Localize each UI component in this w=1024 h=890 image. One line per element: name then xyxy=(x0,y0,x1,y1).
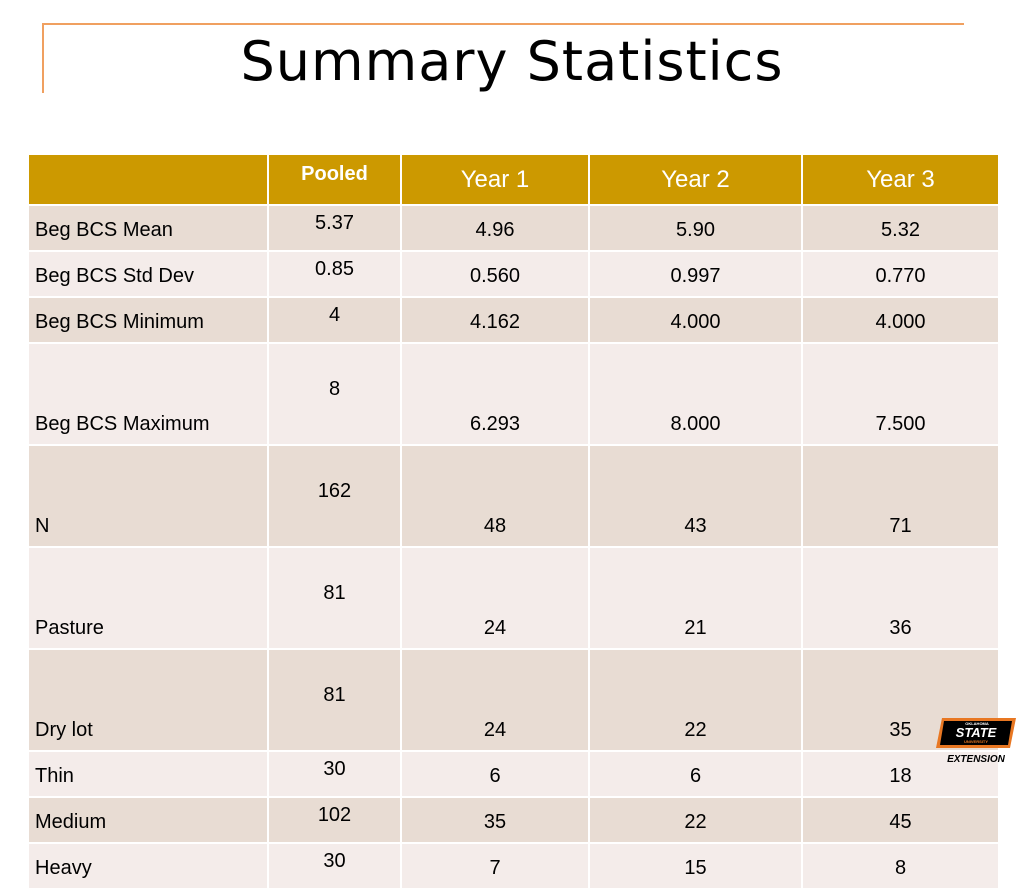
pooled-cell: 81 xyxy=(267,648,402,752)
year-2-cell: 22 xyxy=(588,648,803,752)
row-label: Dry lot xyxy=(27,648,269,752)
year-3-cell: 71 xyxy=(801,444,1000,548)
header-year-1: Year 1 xyxy=(400,153,590,206)
pooled-cell: 30 xyxy=(267,750,402,798)
pooled-cell: 102 xyxy=(267,796,402,844)
year-1-cell: 4.162 xyxy=(400,296,590,344)
pooled-cell: 5.37 xyxy=(267,204,402,252)
table-row: Thin 30 6 6 18 xyxy=(27,750,1000,798)
year-2-cell: 22 xyxy=(588,796,803,844)
year-1-cell: 35 xyxy=(400,796,590,844)
header-pooled: Pooled xyxy=(267,153,402,206)
row-label: Beg BCS Std Dev xyxy=(27,250,269,298)
logo-bottom-text: EXTENSION xyxy=(947,754,1006,765)
pooled-cell: 0.85 xyxy=(267,250,402,298)
table-row: Beg BCS Mean 5.37 4.96 5.90 5.32 xyxy=(27,204,1000,252)
header-empty-cell xyxy=(27,153,269,206)
year-3-cell: 7.500 xyxy=(801,342,1000,446)
row-label: Beg BCS Mean xyxy=(27,204,269,252)
row-label: Beg BCS Minimum xyxy=(27,296,269,344)
logo-sub-text: UNIVERSITY xyxy=(964,739,988,744)
pooled-cell: 4 xyxy=(267,296,402,344)
pooled-cell: 8 xyxy=(267,342,402,446)
year-1-cell: 7 xyxy=(400,842,590,890)
year-2-cell: 43 xyxy=(588,444,803,548)
pooled-cell: 162 xyxy=(267,444,402,548)
table-row: Heavy 30 7 15 8 xyxy=(27,842,1000,890)
year-2-cell: 8.000 xyxy=(588,342,803,446)
year-3-cell: 0.770 xyxy=(801,250,1000,298)
row-label: Pasture xyxy=(27,546,269,650)
year-2-cell: 0.997 xyxy=(588,250,803,298)
table-row: Pasture 81 24 21 36 xyxy=(27,546,1000,650)
table-row: Medium 102 35 22 45 xyxy=(27,796,1000,844)
year-3-cell: 45 xyxy=(801,796,1000,844)
year-1-cell: 24 xyxy=(400,546,590,650)
year-3-cell: 5.32 xyxy=(801,204,1000,252)
osu-extension-logo: OKLAHOMA STATE UNIVERSITY EXTENSION xyxy=(936,718,1016,765)
row-label: N xyxy=(27,444,269,548)
row-label: Heavy xyxy=(27,842,269,890)
pooled-cell: 30 xyxy=(267,842,402,890)
table-row: Beg BCS Std Dev 0.85 0.560 0.997 0.770 xyxy=(27,250,1000,298)
table-row: Dry lot 81 24 22 35 xyxy=(27,648,1000,752)
year-2-cell: 15 xyxy=(588,842,803,890)
year-2-cell: 21 xyxy=(588,546,803,650)
row-label: Beg BCS Maximum xyxy=(27,342,269,446)
row-label: Medium xyxy=(27,796,269,844)
year-3-cell: 4.000 xyxy=(801,296,1000,344)
table-header-row: Pooled Year 1 Year 2 Year 3 xyxy=(27,153,1000,206)
year-3-cell: 36 xyxy=(801,546,1000,650)
title-frame-top-line xyxy=(42,23,964,25)
year-2-cell: 4.000 xyxy=(588,296,803,344)
header-year-3: Year 3 xyxy=(801,153,1000,206)
year-3-cell: 8 xyxy=(801,842,1000,890)
year-1-cell: 6.293 xyxy=(400,342,590,446)
logo-top-text: OKLAHOMA xyxy=(965,721,989,726)
row-label: Thin xyxy=(27,750,269,798)
year-1-cell: 4.96 xyxy=(400,204,590,252)
table-row: N 162 48 43 71 xyxy=(27,444,1000,548)
summary-statistics-table: Pooled Year 1 Year 2 Year 3 Beg BCS Mean… xyxy=(27,153,1000,890)
year-1-cell: 0.560 xyxy=(400,250,590,298)
year-1-cell: 24 xyxy=(400,648,590,752)
year-2-cell: 5.90 xyxy=(588,204,803,252)
slide-title: Summary Statistics xyxy=(240,30,784,93)
year-1-cell: 6 xyxy=(400,750,590,798)
table-row: Beg BCS Maximum 8 6.293 8.000 7.500 xyxy=(27,342,1000,446)
table-row: Beg BCS Minimum 4 4.162 4.000 4.000 xyxy=(27,296,1000,344)
year-2-cell: 6 xyxy=(588,750,803,798)
title-frame-left-line xyxy=(42,23,44,93)
logo-main-text: STATE xyxy=(956,725,997,740)
year-1-cell: 48 xyxy=(400,444,590,548)
logo-black-shape xyxy=(940,721,1012,745)
pooled-cell: 81 xyxy=(267,546,402,650)
header-year-2: Year 2 xyxy=(588,153,803,206)
